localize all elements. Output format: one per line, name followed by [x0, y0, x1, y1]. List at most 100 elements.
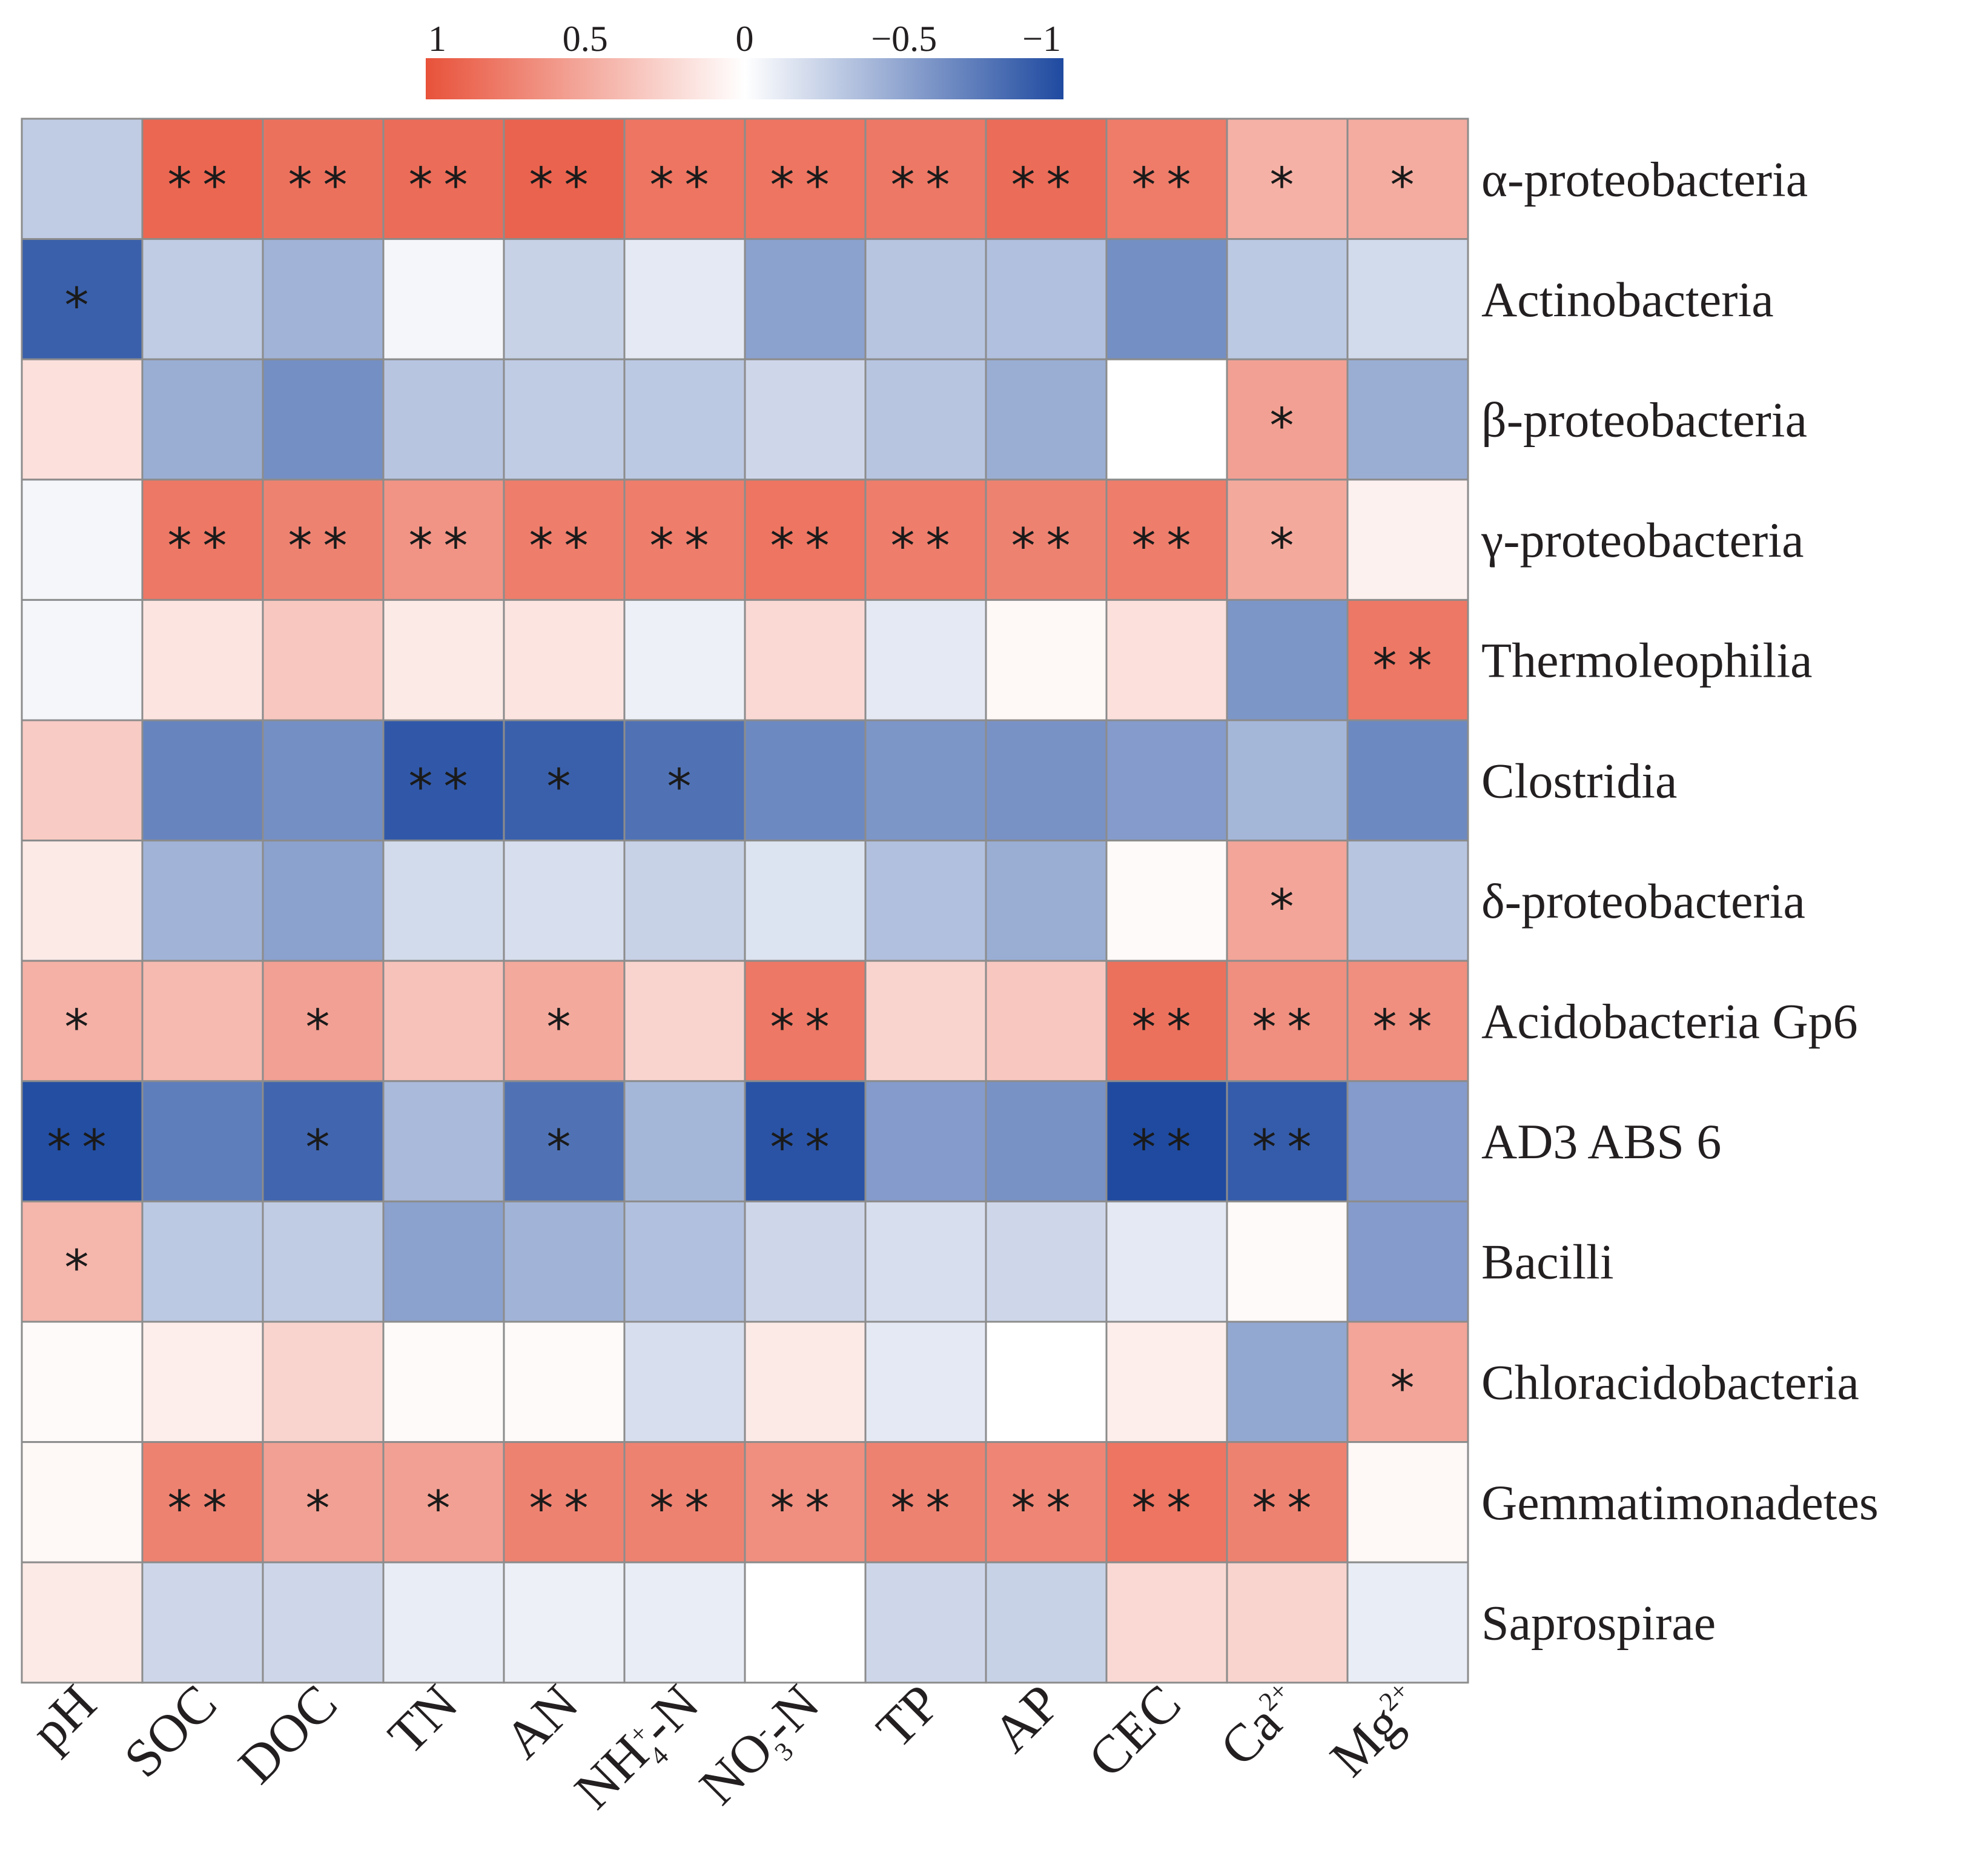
heatmap-cell: [864, 1080, 987, 1202]
row-label: α-proteobacteria: [1481, 151, 1808, 207]
heatmap-cell: [21, 1561, 144, 1684]
row-label: AD3 ABS 6: [1481, 1114, 1721, 1169]
row-label: δ-proteobacteria: [1481, 873, 1805, 929]
heatmap-cell: [141, 238, 264, 360]
significance-mark: *: [1270, 879, 1305, 935]
significance-mark: **: [770, 518, 841, 574]
column-label: TP: [865, 1674, 951, 1759]
heatmap-cell: [623, 238, 746, 360]
row-label: Acidobacteria Gp6: [1481, 994, 1858, 1049]
heatmap-cell: [864, 598, 987, 721]
heatmap-cell: [1346, 118, 1469, 240]
heatmap-cell: [744, 238, 867, 360]
heatmap-cell: [141, 1080, 264, 1202]
heatmap-cell: [262, 598, 385, 721]
significance-mark: **: [529, 1480, 600, 1537]
heatmap-cell: [1346, 1441, 1469, 1563]
heatmap-cell: [382, 719, 505, 842]
heatmap-cell: [985, 1200, 1108, 1323]
significance-mark: *: [426, 1480, 461, 1537]
heatmap-cell: [503, 598, 626, 721]
heatmap-cell: [21, 598, 144, 721]
heatmap-cell: [382, 118, 505, 240]
significance-mark: *: [306, 999, 341, 1056]
heatmap-cell: [1105, 479, 1228, 601]
heatmap-cell: [1346, 358, 1469, 481]
heatmap-cell: [382, 1561, 505, 1684]
heatmap-cell: [141, 960, 264, 1082]
significance-mark: **: [288, 518, 359, 574]
heatmap-cell: [985, 598, 1108, 721]
heatmap-cell: [503, 238, 626, 360]
heatmap-cell: [503, 1441, 626, 1563]
column-label: AN: [494, 1674, 589, 1769]
heatmap-cell: [503, 840, 626, 962]
heatmap-cell: [623, 479, 746, 601]
row-label: γ-proteobacteria: [1481, 512, 1804, 568]
heatmap-cell: [744, 118, 867, 240]
significance-mark: **: [770, 157, 841, 213]
significance-mark: *: [1390, 1360, 1426, 1416]
heatmap-cell: [141, 840, 264, 962]
significance-mark: **: [47, 1119, 117, 1176]
significance-mark: **: [168, 1480, 238, 1537]
row-label: β-proteobacteria: [1481, 393, 1807, 448]
heatmap-cell: [1226, 1561, 1349, 1684]
heatmap-cell: [985, 719, 1108, 842]
heatmap-cell: [985, 238, 1108, 360]
heatmap-cell: [503, 479, 626, 601]
heatmap-cell: [21, 960, 144, 1082]
heatmap-cell: [382, 960, 505, 1082]
heatmap-cell: [985, 118, 1108, 240]
significance-mark: *: [547, 758, 582, 815]
heatmap-cell: [744, 1561, 867, 1684]
significance-mark: *: [1270, 157, 1305, 213]
significance-mark: *: [65, 1240, 100, 1296]
heatmap-cell: [744, 358, 867, 481]
heatmap-cell: [623, 840, 746, 962]
heatmap-cell: [1105, 1321, 1228, 1443]
heatmap-cell: [141, 479, 264, 601]
column-label: Mg2+: [1319, 1674, 1433, 1788]
heatmap-cell: [1226, 598, 1349, 721]
heatmap-cells: [21, 118, 1469, 1684]
significance-mark: **: [409, 157, 479, 213]
significance-mark: **: [1252, 1119, 1323, 1176]
significance-mark: **: [529, 157, 600, 213]
heatmap-cell: [985, 1441, 1108, 1563]
heatmap-cell: [382, 358, 505, 481]
column-label: AP: [982, 1674, 1072, 1763]
heatmap-cell: [1226, 118, 1349, 240]
row-label: Thermoleophilia: [1481, 633, 1813, 688]
significance-mark: **: [1252, 1480, 1323, 1537]
heatmap-cell: [744, 479, 867, 601]
heatmap-cell: [262, 1080, 385, 1202]
row-label: Chloracidobacteria: [1481, 1354, 1859, 1410]
heatmap-cell: [623, 1080, 746, 1202]
significance-mark: *: [65, 999, 100, 1056]
heatmap-cell: [262, 1321, 385, 1443]
significance-mark: **: [1252, 999, 1323, 1056]
colorbar-gradient: [426, 58, 1063, 99]
heatmap-cell: [262, 1441, 385, 1563]
significance-mark: **: [1011, 157, 1082, 213]
significance-mark: *: [547, 999, 582, 1056]
colorbar-tick-label: 0.5: [563, 19, 608, 59]
column-label: TN: [377, 1674, 469, 1766]
significance-mark: *: [547, 1119, 582, 1176]
heatmap-cell: [503, 118, 626, 240]
heatmap-cell: [262, 1561, 385, 1684]
heatmap-cell: [21, 1080, 144, 1202]
heatmap-cell: [864, 840, 987, 962]
row-label: Bacilli: [1481, 1235, 1614, 1290]
heatmap-cell: [1346, 840, 1469, 962]
heatmap-cell: [21, 479, 144, 601]
significance-mark: **: [650, 518, 720, 574]
row-labels: α-proteobacteria Actinobacteria β-proteoba…: [1481, 151, 1879, 1650]
heatmap-cell: [623, 598, 746, 721]
heatmap-cell: [1105, 598, 1228, 721]
colorbar-tick-label: −1: [1022, 19, 1061, 59]
heatmap-cell: [864, 1321, 987, 1443]
significance-mark: **: [1132, 1119, 1202, 1176]
heatmap-cell: [1226, 238, 1349, 360]
